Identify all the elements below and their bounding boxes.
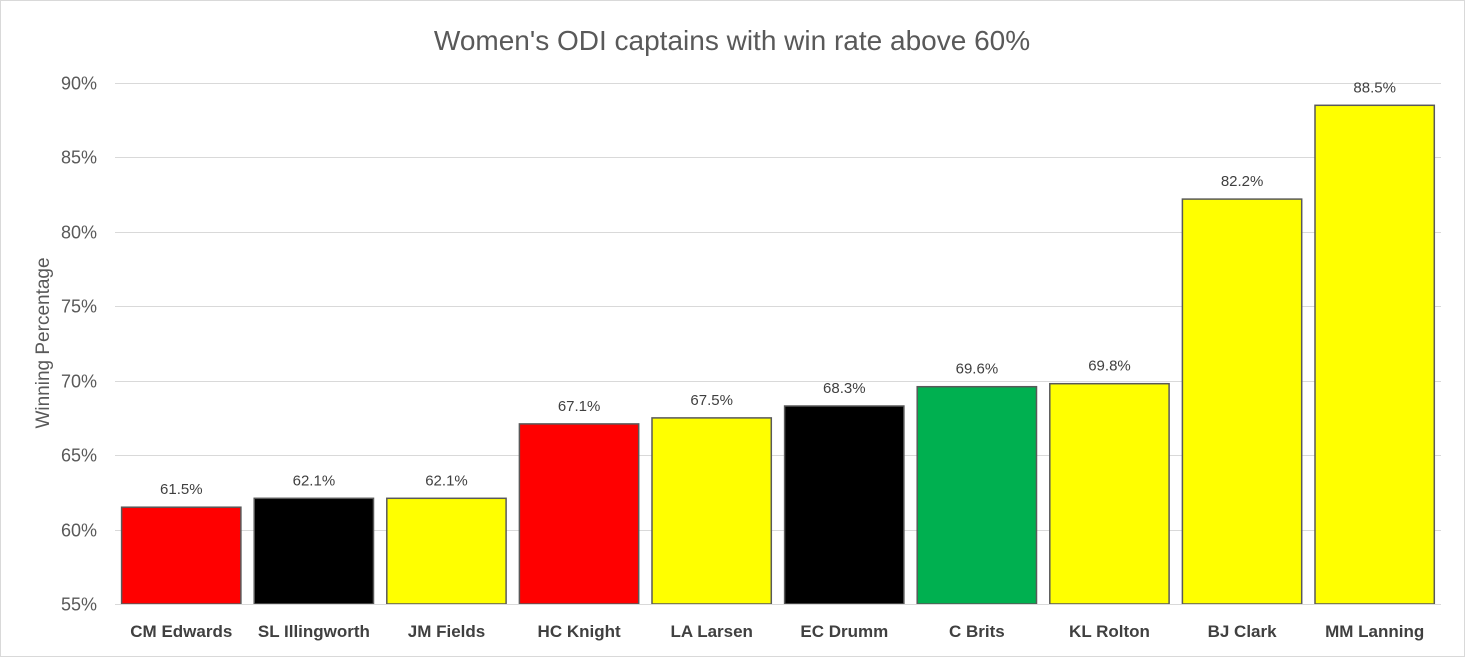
bar (783, 405, 905, 605)
x-tick-label: JM Fields (408, 622, 485, 641)
data-label: 62.1% (293, 472, 336, 489)
y-axis-ticks: 55% 60% 65% 70% 75% 80% 85% 90% (61, 74, 97, 615)
x-tick-label: SL Illingworth (258, 622, 370, 641)
data-label: 69.8% (1088, 358, 1131, 375)
x-tick-label: CM Edwards (130, 622, 232, 641)
y-axis-label: Winning Percentage (33, 257, 54, 428)
bars (120, 104, 1436, 605)
data-label: 82.2% (1221, 173, 1264, 190)
data-label: 88.5% (1353, 79, 1396, 96)
x-tick-label: BJ Clark (1208, 622, 1278, 641)
bar (1049, 382, 1170, 605)
bar (1314, 104, 1436, 605)
bar (386, 497, 507, 605)
y-tick-label: 55% (61, 595, 97, 615)
x-axis-categories: CM Edwards SL Illingworth JM Fields HC Knig… (130, 622, 1424, 641)
x-tick-label: LA Larsen (670, 622, 753, 641)
x-tick-label: C Brits (949, 622, 1005, 641)
y-tick-label: 85% (61, 148, 97, 168)
x-tick-label: HC Knight (538, 622, 621, 641)
x-tick-label: KL Rolton (1069, 622, 1150, 641)
chart-title: Women's ODI captains with win rate above… (434, 25, 1030, 56)
data-label: 61.5% (160, 481, 203, 498)
data-labels: 61.5% 62.1% 62.1% 67.1% 67.5% 68.3% 69.6% 69.8%… (160, 79, 1396, 498)
data-label: 62.1% (425, 472, 468, 489)
y-tick-label: 70% (61, 372, 97, 392)
bar (916, 385, 1038, 605)
bar (1181, 198, 1303, 605)
data-label: 68.3% (823, 380, 866, 397)
y-tick-label: 65% (61, 446, 97, 466)
data-label: 69.6% (956, 361, 999, 378)
bar (518, 423, 640, 605)
bar (651, 417, 773, 605)
y-tick-label: 60% (61, 521, 97, 541)
y-tick-label: 75% (61, 297, 97, 317)
data-label: 67.1% (558, 398, 601, 415)
y-tick-label: 80% (61, 223, 97, 243)
data-label: 67.5% (690, 392, 733, 409)
y-tick-label: 90% (61, 74, 97, 94)
x-tick-label: MM Lanning (1325, 622, 1424, 641)
bar (253, 497, 375, 605)
x-tick-label: EC Drumm (800, 622, 888, 641)
bar (120, 506, 242, 605)
